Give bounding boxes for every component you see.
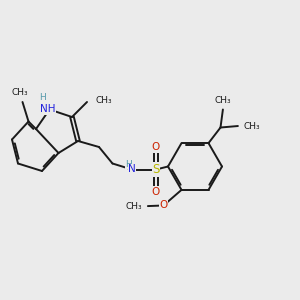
Text: O: O — [159, 200, 168, 211]
Text: CH₃: CH₃ — [125, 202, 142, 211]
Text: CH₃: CH₃ — [214, 96, 231, 105]
Text: O: O — [152, 187, 160, 197]
Text: O: O — [152, 142, 160, 152]
Text: N: N — [128, 164, 136, 175]
Text: CH₃: CH₃ — [11, 88, 28, 98]
Text: NH: NH — [40, 104, 56, 115]
Text: S: S — [152, 163, 160, 176]
Text: H: H — [39, 93, 45, 102]
Text: H: H — [125, 160, 132, 169]
Text: CH₃: CH₃ — [95, 96, 112, 105]
Text: CH₃: CH₃ — [243, 122, 260, 130]
